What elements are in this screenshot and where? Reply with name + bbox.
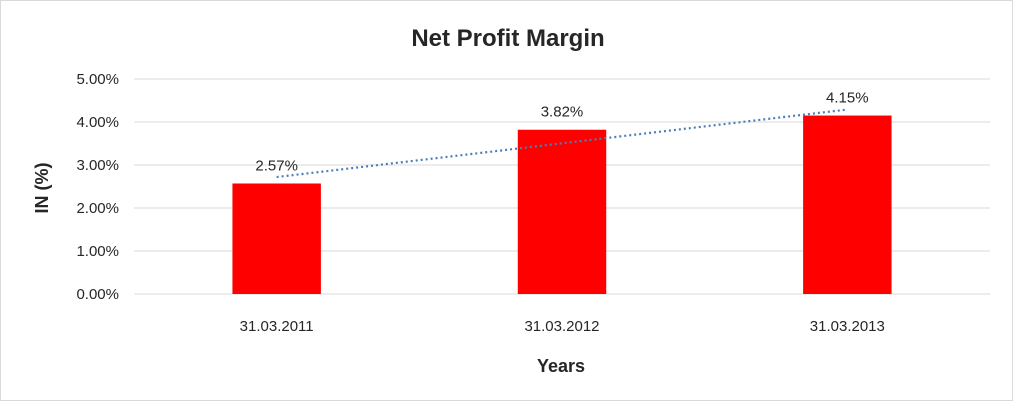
y-tick-label: 4.00% (76, 114, 119, 131)
chart-title: Net Profit Margin (411, 25, 604, 52)
x-tick-label: 31.03.2013 (810, 318, 885, 335)
trendline-path (276, 108, 848, 179)
y-tick-label: 3.00% (76, 157, 119, 174)
y-axis-ticks: 0.00% 1.00% 2.00% 3.00% 4.00% 5.00% (76, 71, 119, 303)
y-axis-title: IN (%) (32, 163, 52, 214)
y-tick-label: 2.00% (76, 200, 119, 217)
data-labels: 2.57% 3.82% 4.15% (255, 90, 868, 175)
y-tick-label: 1.00% (76, 243, 119, 260)
x-axis-title: Years (537, 356, 585, 376)
x-tick-label: 31.03.2012 (524, 318, 599, 335)
data-label: 3.82% (541, 104, 584, 121)
bar (232, 183, 321, 294)
y-tick-label: 0.00% (76, 286, 119, 303)
x-tick-label: 31.03.2011 (240, 318, 314, 335)
bar (517, 129, 607, 294)
bars (232, 115, 892, 294)
bar (803, 115, 892, 294)
trendline (276, 108, 848, 179)
data-label: 2.57% (255, 157, 298, 174)
y-tick-label: 5.00% (76, 71, 119, 88)
x-axis-ticks: 31.03.2011 31.03.2012 31.03.2013 (240, 318, 885, 335)
data-label: 4.15% (826, 90, 869, 107)
